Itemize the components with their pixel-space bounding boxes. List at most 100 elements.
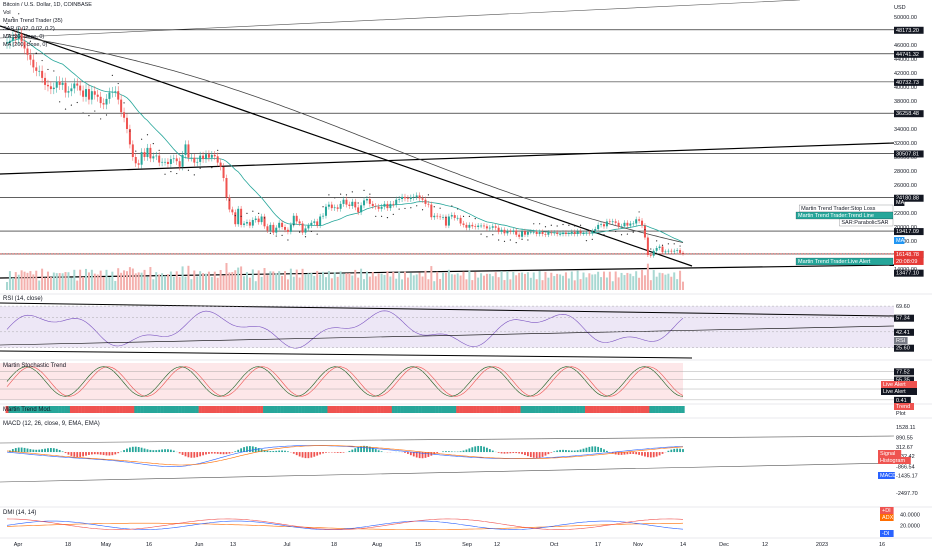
rsi-level-badge-bg — [894, 344, 914, 352]
macd-histogram-bar — [518, 452, 521, 454]
trend-bar — [365, 406, 369, 413]
volume-bar — [392, 271, 395, 290]
volume-bar — [85, 268, 88, 290]
macd-histogram-bar — [202, 452, 204, 456]
trend-bar — [450, 406, 454, 413]
trend-bar — [166, 406, 170, 413]
volume-bar — [23, 271, 26, 290]
volume-bar — [646, 263, 649, 290]
volume-bar — [143, 269, 146, 290]
candle-body — [389, 203, 392, 209]
candle-body — [313, 221, 316, 223]
sar-dot — [439, 207, 441, 209]
trend-bar — [491, 406, 495, 413]
macd-histogram-bar — [342, 452, 345, 453]
candle-body — [295, 215, 298, 222]
indicator-legend-martin-trend[interactable]: Martin Trend Trader (35) — [3, 18, 63, 24]
candle-body — [538, 231, 541, 234]
sar-dot — [105, 114, 108, 116]
stochastic-level-badge: 0.41 — [896, 398, 907, 404]
dmi-legend[interactable]: DMI (14, 14) — [3, 510, 37, 516]
candle-body — [550, 232, 553, 234]
sar-dot — [316, 233, 318, 235]
macd-legend[interactable]: MACD (12, 26, close, 9, EMA, EMA) — [3, 421, 100, 427]
series-label-0: Martin Trend Trader:Stop Loss — [801, 206, 876, 212]
candle-body — [58, 81, 61, 85]
candle-body — [526, 231, 529, 235]
macd-histogram-bar — [216, 452, 219, 454]
macd-histogram-bar — [47, 448, 49, 453]
indicator-legend-sar[interactable]: SAR (0.02, 0.02, 0.2) — [3, 26, 55, 32]
macd-histogram-bar — [374, 449, 377, 453]
trend-bar — [172, 406, 176, 413]
candle-body — [447, 216, 450, 226]
candle-body — [406, 198, 409, 199]
macd-histogram-bar — [190, 452, 193, 458]
trend-bar — [37, 406, 41, 413]
stochastic-legend[interactable]: Martin Stochastic Trend — [3, 363, 67, 369]
trend-bar — [306, 406, 311, 413]
volume-bar — [430, 266, 433, 290]
macd-histogram-bar — [339, 452, 342, 453]
macd-histogram-bar — [240, 448, 243, 453]
candle-body — [368, 199, 371, 204]
sar-dot — [88, 115, 90, 117]
candle-body — [52, 87, 55, 90]
candle-body — [345, 199, 348, 205]
volume-bar — [471, 280, 474, 290]
macd-histogram-bar — [529, 452, 532, 458]
volume-bar — [169, 271, 172, 290]
trend-bar — [248, 406, 252, 413]
indicator-legend-ma20[interactable]: MA (20, close, 0) — [3, 34, 45, 40]
candle-body — [658, 246, 661, 248]
time-axis-label: Jun — [195, 542, 204, 548]
macd-histogram-bar — [178, 452, 181, 454]
trend-bar — [362, 406, 366, 413]
volume-bar — [102, 276, 105, 290]
macd-histogram-bar — [237, 449, 240, 453]
candle-body — [567, 233, 570, 234]
trend-mod-legend[interactable]: Martin Trend Mod. — [3, 407, 52, 413]
stochastic-level-badge-bg — [894, 368, 914, 376]
macd-histogram-bar — [582, 448, 585, 453]
histogram-badge: Histogram — [880, 458, 905, 464]
candle-body — [632, 223, 635, 225]
rsi-legend[interactable]: RSI (14, close) — [3, 296, 43, 302]
macd-histogram-bar — [126, 448, 128, 453]
macd-histogram-bar — [556, 450, 559, 453]
macd-histogram-bar — [298, 452, 301, 457]
price-axis-unit: USD — [894, 5, 906, 11]
trend-bar — [570, 406, 574, 413]
macd-histogram-bar — [465, 449, 468, 453]
indicator-legend-ma200[interactable]: MA (200, close, 0) — [3, 42, 48, 48]
trend-bar — [72, 406, 76, 413]
trend-bar — [271, 406, 275, 413]
macd-histogram-bar — [521, 452, 523, 455]
macd-trend-line — [0, 462, 895, 483]
trend-bar — [222, 406, 226, 413]
descending-trend-line — [0, 25, 693, 267]
rsi-level-badge: 69.60 — [896, 304, 910, 310]
volume-bar — [550, 272, 553, 290]
volume-bar — [266, 275, 269, 290]
trend-bar — [374, 406, 378, 413]
macd-histogram-bar — [550, 452, 553, 453]
candle-body — [500, 229, 503, 232]
trend-bar — [564, 406, 568, 413]
price-axis-tick: 18000.00 — [894, 239, 917, 245]
macd-histogram-bar — [234, 451, 237, 453]
trend-bar — [587, 406, 592, 413]
candle-body — [357, 207, 360, 213]
candle-body — [102, 103, 105, 105]
candle-body — [673, 250, 676, 252]
time-axis-label: May — [101, 542, 112, 548]
macd-histogram-bar — [544, 452, 547, 456]
trend-bar — [511, 406, 515, 413]
candle-body — [623, 222, 626, 227]
rsi-trend-line — [0, 302, 895, 317]
candle-body — [582, 233, 585, 234]
sar-dot — [433, 206, 435, 208]
trend-bar — [225, 406, 229, 413]
volume-bar — [234, 270, 237, 290]
